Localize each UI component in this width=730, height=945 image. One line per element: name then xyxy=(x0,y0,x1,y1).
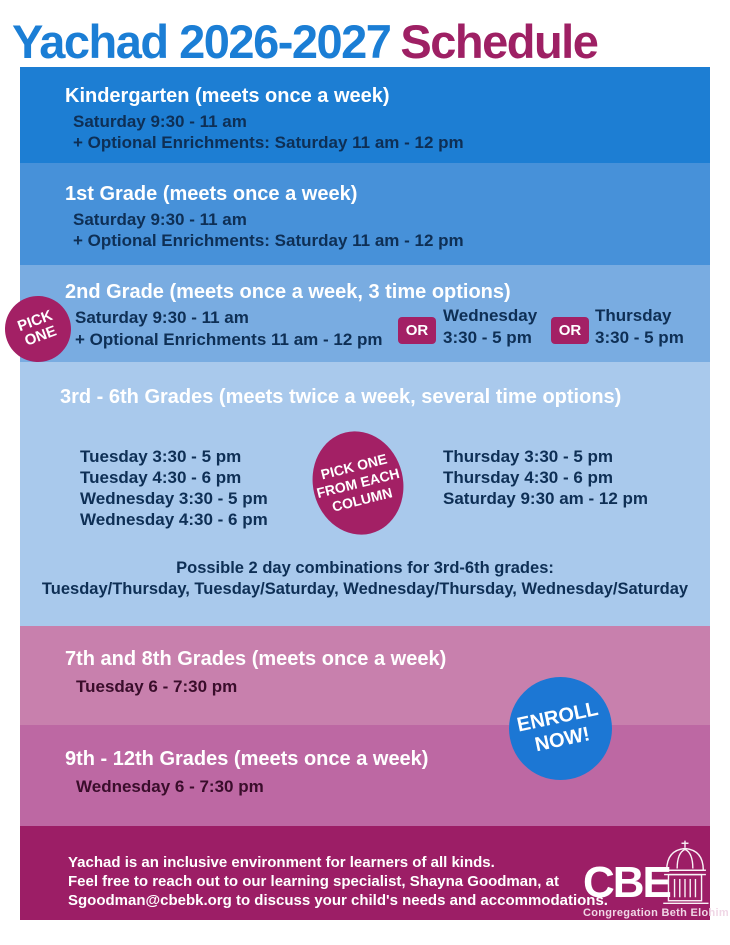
title-main: Yachad 2026-2027 xyxy=(12,15,392,68)
grades3to6-heading: 3rd - 6th Grades (meets twice a week, se… xyxy=(60,386,622,408)
section-footer: Yachad is an inclusive environment for l… xyxy=(20,826,729,920)
grades9to12-heading: 9th - 12th Grades (meets once a week) xyxy=(65,748,429,770)
schedule-line: Tuesday 4:30 - 6 pm xyxy=(80,468,242,487)
kindergarten-schedule: Saturday 9:30 - 11 am + Optional Enrichm… xyxy=(73,111,464,153)
schedule-line: 3:30 - 5 pm xyxy=(443,328,532,347)
schedule-line: Tuesday 3:30 - 5 pm xyxy=(80,447,242,466)
schedule-line: Wednesday 6 - 7:30 pm xyxy=(76,777,264,796)
section-grade2: 2nd Grade (meets once a week, 3 time opt… xyxy=(20,265,710,362)
cbe-acronym: CBE xyxy=(583,858,672,907)
enroll-now-badge: ENROLL NOW! xyxy=(509,677,612,780)
schedule-line: Thursday 4:30 - 6 pm xyxy=(443,468,614,487)
combinations-title: Possible 2 day combinations for 3rd-6th … xyxy=(176,559,554,577)
schedule-line: Saturday 9:30 am - 12 pm xyxy=(443,489,649,508)
pick-one-from-each-column-badge: PICK ONE FROM EACH COLUMN xyxy=(301,421,415,545)
schedule-line: Thursday xyxy=(595,306,672,325)
grades3to6-right-column: Thursday 3:30 - 5 pm Thursday 4:30 - 6 p… xyxy=(443,446,648,509)
enroll-now-label: ENROLL NOW! xyxy=(515,697,601,756)
or-badge: OR xyxy=(551,317,589,344)
grade1-schedule: Saturday 9:30 - 11 am + Optional Enrichm… xyxy=(73,209,464,251)
schedule-line: + Optional Enrichments: Saturday 11 am -… xyxy=(73,133,464,152)
pick-one-from-each-column-label: PICK ONE FROM EACH COLUMN xyxy=(314,450,401,515)
footer-line: Feel free to reach out to our learning s… xyxy=(68,873,559,890)
grades9to12-schedule: Wednesday 6 - 7:30 pm xyxy=(76,776,264,797)
grades3to6-left-column: Tuesday 3:30 - 5 pm Tuesday 4:30 - 6 pm … xyxy=(80,446,268,530)
schedule-line: + Optional Enrichments: Saturday 11 am -… xyxy=(73,231,464,250)
grades7to8-heading: 7th and 8th Grades (meets once a week) xyxy=(65,648,447,670)
grade1-heading: 1st Grade (meets once a week) xyxy=(65,183,358,205)
combinations-list: Tuesday/Thursday, Tuesday/Saturday, Wedn… xyxy=(41,580,689,598)
schedule-line: 3:30 - 5 pm xyxy=(595,328,684,347)
poster-title: Yachad 2026-2027 Schedule xyxy=(12,14,718,69)
schedule-line: Saturday 9:30 - 11 am xyxy=(75,308,249,327)
grade2-option-wednesday: Wednesday 3:30 - 5 pm xyxy=(443,305,537,349)
grade2-option-thursday: Thursday 3:30 - 5 pm xyxy=(595,305,684,349)
kindergarten-heading: Kindergarten (meets once a week) xyxy=(65,85,390,107)
synagogue-building-icon xyxy=(658,838,712,911)
cbe-logo: CBE xyxy=(583,838,730,919)
footer-line: Sgoodman@cbebk.org to discuss your child… xyxy=(68,892,608,909)
section-kindergarten: Kindergarten (meets once a week) Saturda… xyxy=(20,67,710,163)
schedule-line: Wednesday 4:30 - 6 pm xyxy=(80,510,268,529)
cbe-org-name: Congregation Beth Elohim xyxy=(583,907,729,919)
schedule-line: Thursday 3:30 - 5 pm xyxy=(443,447,614,466)
schedule-line: Wednesday xyxy=(443,306,538,325)
grades7to8-schedule: Tuesday 6 - 7:30 pm xyxy=(76,676,237,697)
footer-note: Yachad is an inclusive environment for l… xyxy=(68,853,608,910)
schedule-line: Wednesday 3:30 - 5 pm xyxy=(80,489,268,508)
or-badge: OR xyxy=(398,317,436,344)
title-accent: Schedule xyxy=(400,15,598,68)
schedule-line: Saturday 9:30 - 11 am xyxy=(73,112,247,131)
pick-one-badge-label: PICK ONE xyxy=(15,306,59,350)
section-grades3to6: 3rd - 6th Grades (meets twice a week, se… xyxy=(20,362,710,626)
schedule-line: Saturday 9:30 - 11 am xyxy=(73,210,247,229)
footer-line: Yachad is an inclusive environment for l… xyxy=(68,854,495,871)
grade2-heading: 2nd Grade (meets once a week, 3 time opt… xyxy=(65,281,511,303)
section-grade1: 1st Grade (meets once a week) Saturday 9… xyxy=(20,163,710,265)
section-grades7to8: 7th and 8th Grades (meets once a week) T… xyxy=(20,626,710,725)
schedule-line: + Optional Enrichments 11 am - 12 pm xyxy=(75,330,383,349)
grades3to6-combinations: Possible 2 day combinations for 3rd-6th … xyxy=(20,558,710,600)
schedule-line: Tuesday 6 - 7:30 pm xyxy=(76,677,238,696)
grade2-option-saturday: Saturday 9:30 - 11 am + Optional Enrichm… xyxy=(75,307,383,351)
